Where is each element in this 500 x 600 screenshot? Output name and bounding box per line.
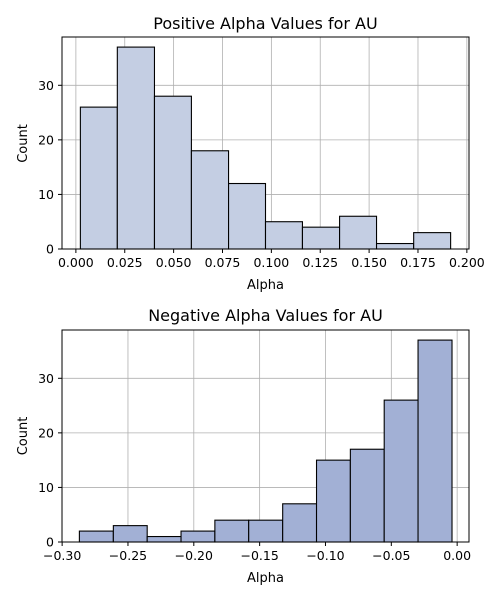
y-tick-label: 0 [46,242,54,257]
histogram-bar [417,339,453,543]
histogram-bar [264,221,303,250]
chart-title: Negative Alpha Values for AU [148,306,383,325]
x-tick-label: 0.125 [302,255,338,270]
histogram-bar [413,232,452,250]
x-tick-label: −0.10 [306,548,344,563]
bars [79,46,452,250]
y-axis-label: Count [16,124,31,163]
histogram-bar [349,448,385,543]
positive-alpha-panel: Positive Alpha Values for AU Alpha Count… [16,14,485,293]
x-tick-label: 0.100 [253,255,289,270]
x-tick-label: −0.05 [372,548,410,563]
y-tick-label: 30 [38,371,54,386]
x-tick-label: 0.075 [205,255,241,270]
x-tick-label: −0.25 [109,548,147,563]
histogram-bar [190,150,230,250]
y-tick-label: 20 [38,132,54,147]
histogram-bar [339,215,378,250]
negative-alpha-panel: Negative Alpha Values for AU Alpha Count… [16,306,471,586]
x-tick-label: −0.20 [175,548,213,563]
x-tick-label: −0.15 [240,548,278,563]
x-tick-label: 0.050 [156,255,192,270]
y-tick-label: 0 [46,535,54,550]
bars [78,339,453,543]
y-tick-label: 10 [38,480,54,495]
x-tick-label: 0.00 [443,548,471,563]
histogram-bar [180,530,216,543]
x-axis-label: Alpha [247,278,284,293]
y-tick-label: 20 [38,425,54,440]
histogram-bar [375,242,415,250]
x-tick-label: 0.150 [351,255,387,270]
x-tick-label: 0.000 [58,255,94,270]
x-axis-label: Alpha [247,571,284,586]
chart-title: Positive Alpha Values for AU [153,14,377,33]
y-axis-label: Count [16,417,31,456]
histogram-bar [79,106,118,250]
axes-frame [61,329,470,543]
histogram-bar [248,519,284,543]
histogram-bar [112,525,148,543]
x-tick-label: 0.175 [400,255,436,270]
histogram-bar [153,95,192,250]
histogram-bar [228,182,267,250]
x-tick-label: −0.30 [43,548,81,563]
histogram-bar [78,530,114,543]
histogram-bar [301,226,341,250]
histogram-bar [315,459,351,543]
histogram-bar [116,46,156,250]
x-tick-label: 0.200 [449,255,485,270]
axes-frame [61,36,470,250]
y-tick-label: 30 [38,78,54,93]
histogram-bar [214,519,250,543]
histogram-bar [282,503,318,543]
y-tick-label: 10 [38,187,54,202]
histogram-bar [146,535,182,543]
x-tick-label: 0.025 [107,255,143,270]
histogram-bar [383,399,419,543]
